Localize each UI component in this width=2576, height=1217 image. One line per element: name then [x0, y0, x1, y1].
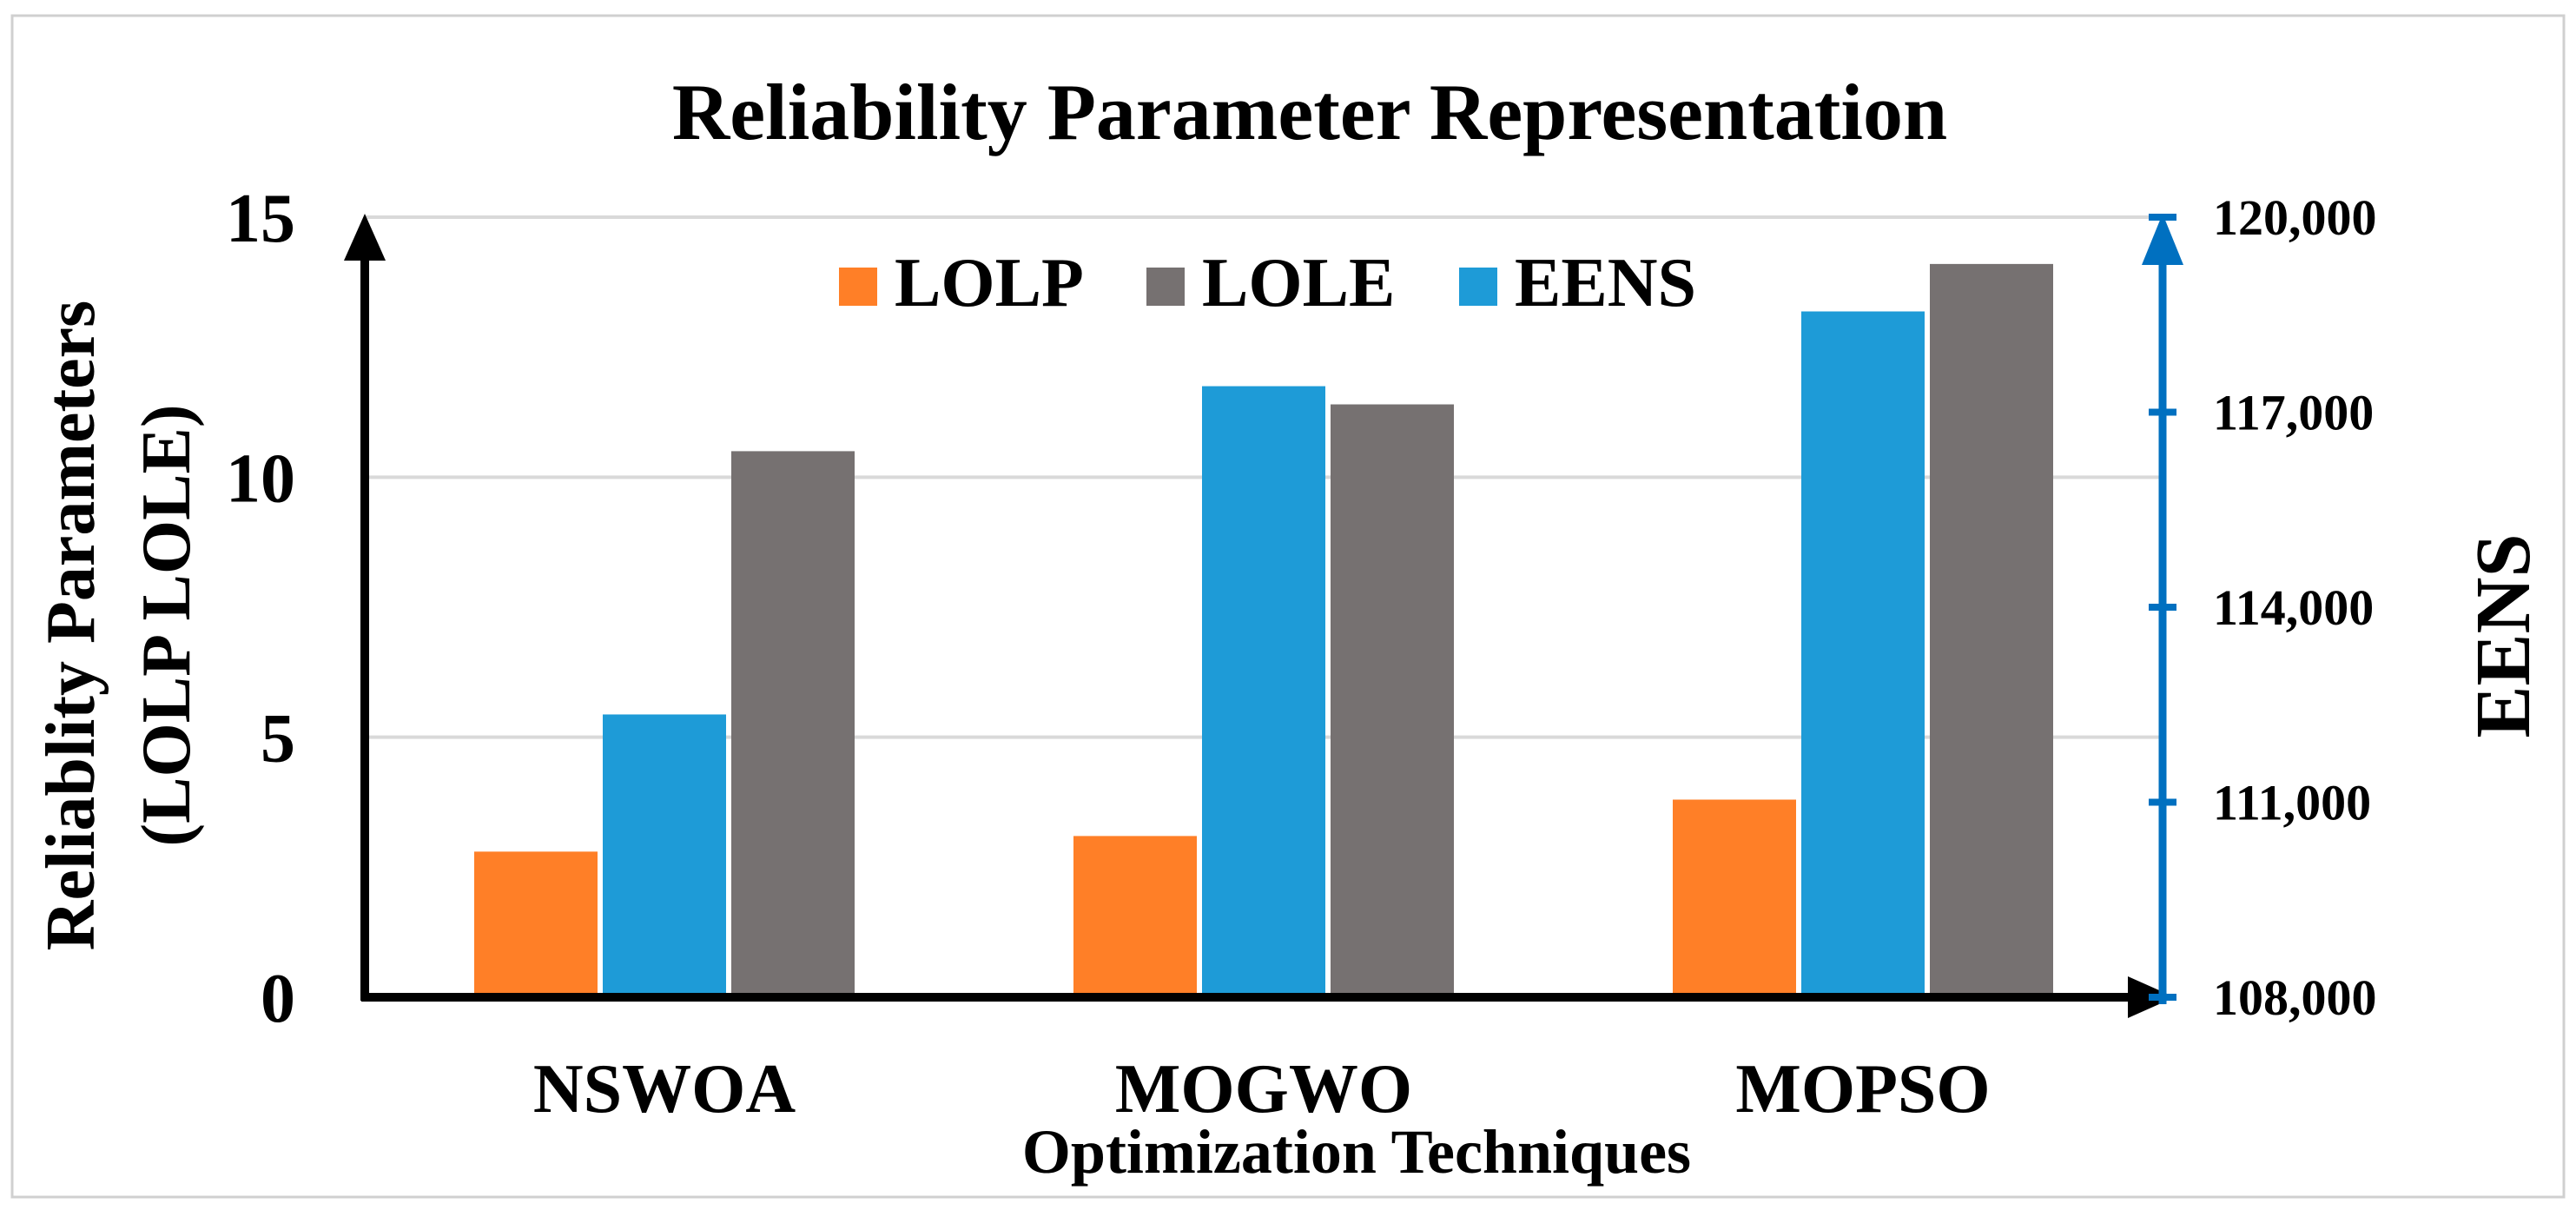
y-tick-label-2: 10	[226, 440, 295, 517]
legend-swatch-eens	[1459, 268, 1497, 306]
y-axis-label-line-1: Reliablity Parameters	[33, 301, 109, 951]
bar-lolp-nswoa	[474, 851, 598, 997]
bar-lolp-mopso	[1673, 799, 1796, 997]
y-tick-label-3: 15	[226, 181, 295, 257]
legend-label-lolp: LOLP	[895, 245, 1084, 321]
y2-tick-label-1: 111,000	[2213, 775, 2371, 831]
y2-tick-label-0: 108,000	[2213, 969, 2377, 1026]
legend-swatch-lolp	[839, 268, 877, 306]
y-axis-label-line-2: (LOLP LOLE)	[129, 405, 205, 847]
y2-axis-label: EENS	[2460, 533, 2546, 737]
chart-title: Reliability Parameter Representation	[672, 68, 1947, 156]
x-tick-label-mopso: MOPSO	[1735, 1051, 1990, 1128]
y2-tick-label-2: 114,000	[2213, 579, 2374, 636]
bar-eens-mogwo	[1202, 386, 1325, 998]
axes: NSWOA MOGWO MOPSO 0 5 10 15 108,000 111,000 114,0…	[226, 181, 2377, 1128]
x-axis-label: Optimization Techniques	[1022, 1117, 1691, 1187]
y2-axis-arrow	[2142, 214, 2183, 265]
legend-label-lole: LOLE	[1202, 245, 1395, 321]
bar-eens-mopso	[1801, 311, 1925, 998]
x-tick-label-mogwo: MOGWO	[1115, 1051, 1412, 1128]
bar-lolp-mogwo	[1073, 836, 1197, 997]
x-tick-label-nswoa: NSWOA	[533, 1051, 796, 1128]
y2-tick-label-4: 120,000	[2213, 189, 2377, 246]
legend-swatch-lole	[1146, 268, 1185, 306]
legend-label-eens: EENS	[1515, 245, 1696, 321]
y-tick-label-0: 0	[261, 961, 295, 1037]
legend: LOLP LOLE EENS	[839, 245, 1696, 321]
bars	[474, 263, 2053, 998]
y-axis-arrow	[344, 214, 386, 261]
bar-eens-nswoa	[603, 714, 726, 997]
bar-lole-mopso	[1930, 263, 2053, 997]
bar-lole-mogwo	[1331, 404, 1454, 997]
y-tick-label-1: 5	[261, 701, 295, 777]
y2-tick-label-3: 117,000	[2213, 385, 2374, 441]
bar-lole-nswoa	[731, 451, 855, 997]
